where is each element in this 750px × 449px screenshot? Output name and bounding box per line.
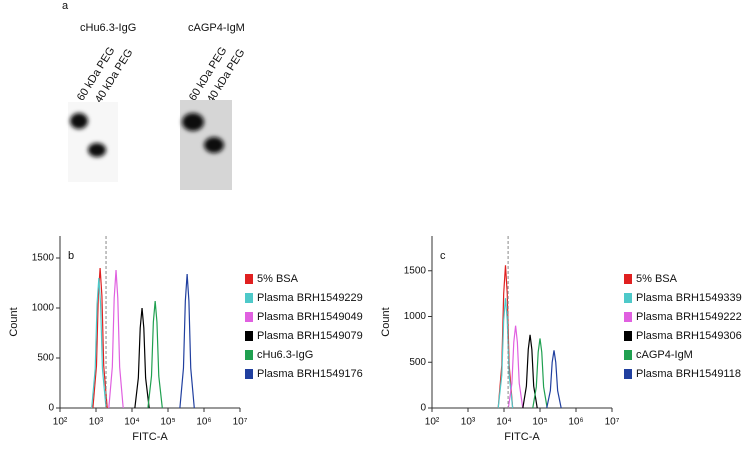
panel-label: a <box>62 0 69 12</box>
histogram-line <box>134 307 150 409</box>
histogram-line <box>497 298 514 409</box>
x-tick-label: 10² <box>53 417 68 428</box>
legend-label: Plasma BRH1549118 <box>636 368 741 380</box>
legend-label: Plasma BRH1549049 <box>257 311 363 323</box>
histogram-line <box>91 277 107 409</box>
legend-label: Plasma BRH1549222 <box>636 311 742 323</box>
legend-swatch <box>245 274 253 284</box>
x-axis-title: FITC-A <box>132 431 168 443</box>
x-tick-label: 10² <box>425 417 440 428</box>
legend-swatch <box>245 369 253 379</box>
blot-title: cAGP4-IgM <box>188 22 245 34</box>
y-tick-label: 500 <box>409 357 426 368</box>
histogram-line <box>92 267 108 409</box>
legend-swatch <box>245 331 253 341</box>
legend-label: Plasma BRH1549176 <box>257 368 363 380</box>
legend-label: 5% BSA <box>257 273 299 285</box>
y-tick-label: 1500 <box>404 265 427 276</box>
legend-swatch <box>624 293 632 303</box>
legend-swatch <box>624 331 632 341</box>
histogram-line <box>179 273 195 409</box>
y-axis-title: Count <box>8 307 20 336</box>
x-tick-label: 10⁶ <box>568 417 583 428</box>
legend-swatch <box>624 369 632 379</box>
legend-swatch <box>624 312 632 322</box>
histogram-line <box>108 269 124 409</box>
x-axis-title: FITC-A <box>504 431 540 443</box>
legend-swatch <box>624 350 632 360</box>
histogram-line <box>546 350 562 409</box>
legend-label: Plasma BRH1549079 <box>257 330 363 342</box>
y-tick-label: 1000 <box>404 311 427 322</box>
y-tick-label: 0 <box>48 403 54 414</box>
panel-label: c <box>440 250 446 262</box>
x-tick-label: 10⁵ <box>160 417 175 428</box>
legend-swatch <box>245 350 253 360</box>
legend-label: Plasma BRH1549339 <box>636 292 742 304</box>
x-tick-label: 10³ <box>89 417 104 428</box>
blot-image <box>68 102 118 182</box>
legend-label: Plasma BRH1549306 <box>636 330 742 342</box>
legend-label: 5% BSA <box>636 273 678 285</box>
legend-label: cAGP4-IgM <box>636 349 693 361</box>
legend-swatch <box>624 274 632 284</box>
legend-label: cHu6.3-IgG <box>257 349 313 361</box>
legend-label: Plasma BRH1549229 <box>257 292 363 304</box>
x-tick-label: 10⁴ <box>496 417 511 428</box>
x-tick-label: 10⁵ <box>532 417 547 428</box>
histogram-line <box>532 338 548 409</box>
panel-label: b <box>68 250 74 262</box>
histogram-line <box>507 325 524 409</box>
histogram-line <box>147 300 163 409</box>
blot-image <box>180 100 232 190</box>
y-tick-label: 1500 <box>32 253 55 264</box>
x-tick-label: 10⁷ <box>233 417 248 428</box>
y-tick-label: 1000 <box>32 303 55 314</box>
x-tick-label: 10³ <box>461 417 476 428</box>
legend-swatch <box>245 293 253 303</box>
x-tick-label: 10⁶ <box>196 417 211 428</box>
y-tick-label: 0 <box>420 403 426 414</box>
histogram-line <box>522 334 538 409</box>
x-tick-label: 10⁷ <box>605 417 620 428</box>
y-axis-title: Count <box>380 307 392 336</box>
y-tick-label: 500 <box>37 353 54 364</box>
legend-swatch <box>245 312 253 322</box>
x-tick-label: 10⁴ <box>124 417 139 428</box>
blot-title: cHu6.3-IgG <box>80 22 136 34</box>
